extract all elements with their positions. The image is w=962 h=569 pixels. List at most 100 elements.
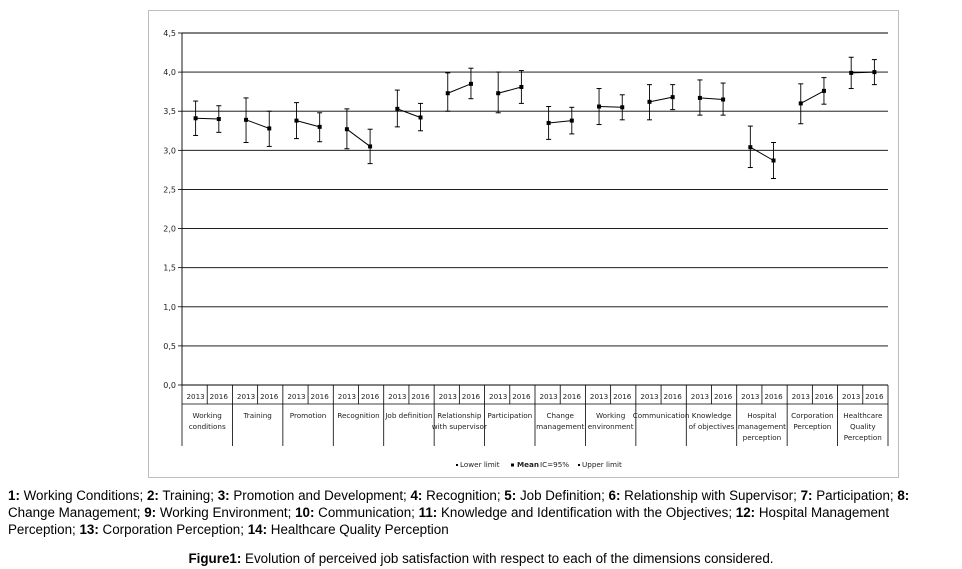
caption-key-number: 6: [608,488,621,503]
mean-marker [519,84,524,89]
mean-marker [193,116,198,121]
mean-marker [647,99,652,104]
mean-marker [569,118,574,123]
year-label: 2013 [186,392,204,401]
mean-marker [821,88,826,93]
category-label: Perception [844,433,882,442]
mean-line [699,97,724,100]
caption-key-text: Training; [158,488,218,503]
caption-key-number: 8: [897,488,910,503]
mean-marker [216,117,221,122]
y-tick-label: 2,5 [163,185,176,194]
category-label: Hospital [747,411,776,420]
x-axis: 2013 2016 Working conditions 2013 2016 Trainin… [181,385,889,446]
category-label: Communication [633,411,690,420]
mean-marker [344,127,349,132]
year-label: 2016 [411,392,430,401]
category-label: Promotion [290,411,327,420]
year-label: 2013 [489,392,507,401]
mean-line [599,106,623,108]
caption-key-text: Participation; [812,488,898,503]
y-tick-label: 3,0 [163,146,176,155]
gridlines [181,32,888,386]
caption-key-number: 10: [295,505,315,520]
year-label: 2016 [210,392,229,401]
category-label: Corporation [791,411,833,420]
year-label: 2013 [439,392,457,401]
category-label: Knowledge [692,411,732,420]
year-label: 2013 [792,392,810,401]
category-label: Relationship [437,411,482,420]
mean-line [296,120,320,128]
category-label: environment [588,422,634,431]
year-label: 2013 [691,392,709,401]
year-label: 2016 [865,392,884,401]
caption-key: 1: Working Conditions; 2: Training; 3: P… [8,487,953,538]
mean-line [397,108,421,118]
year-label: 2016 [613,392,632,401]
mean-line [447,83,472,94]
caption-key-number: 11: [418,505,438,520]
caption-key-number: 7: [800,488,813,503]
y-tick-label: 1,5 [163,264,176,273]
mean-marker [496,91,501,96]
caption-key-number: 2: [146,488,159,503]
figure-caption-label: Figure1: [188,551,242,566]
legend-lower-label: Lower limit [460,460,500,469]
legend-mean-marker [511,463,514,467]
caption-key-number: 3: [217,488,230,503]
mean-marker [395,106,400,111]
category-label: perception [743,433,782,442]
year-label: 2013 [741,392,759,401]
mean-marker [418,115,423,120]
mean-marker [872,70,877,75]
mean-line [649,96,673,103]
caption-key-number: 12: [735,505,756,520]
mean-line [498,86,522,94]
mean-marker [721,97,726,102]
legend-lower-marker [456,464,458,466]
category-label: Healthcare [843,411,883,420]
mean-line [548,120,572,124]
mean-marker [620,105,625,110]
caption-key-text: Communication; [314,505,419,520]
caption-key-text: Corporation Perception; [98,522,248,537]
category-label: Participation [487,411,532,420]
caption-key-text: Change Management; [8,505,145,520]
year-label: 2016 [815,392,834,401]
caption-key-text: Working Conditions; [19,488,147,503]
y-tick-label: 0,0 [163,381,176,390]
y-tick-label: 4,5 [163,29,176,38]
mean-marker [798,101,803,106]
mean-marker [697,95,702,100]
mean-marker [546,120,551,125]
legend-upper-label: Upper limit [582,460,622,469]
y-tick-label: 4,0 [163,68,176,77]
caption-key-number: 1: [8,488,20,503]
mean-marker [267,126,272,131]
y-tick-label: 3,5 [163,107,176,116]
caption-key-text: Promotion and Development; [229,488,411,503]
category-label: Quality [850,422,876,431]
mean-marker [368,144,373,149]
mean-marker [670,95,675,100]
category-label: of objectives [689,422,735,431]
mean-line [195,117,219,120]
mean-line [245,119,270,129]
category-label: Job definition [384,411,432,420]
year-label: 2016 [714,392,733,401]
legend-upper-marker [578,464,580,466]
year-label: 2016 [664,392,683,401]
year-label: 2013 [287,392,305,401]
mean-marker [294,118,299,123]
category-label: management [536,422,584,431]
mean-marker [445,91,450,96]
year-label: 2013 [338,392,356,401]
caption-key-text: Recognition; [422,488,505,503]
figure-caption: Figure1: Evolution of perceived job sati… [0,551,962,566]
mean-marker [771,158,776,163]
year-label: 2016 [764,392,783,401]
year-label: 2016 [512,392,531,401]
year-label: 2013 [388,392,406,401]
caption-key-number: 13: [79,522,99,537]
